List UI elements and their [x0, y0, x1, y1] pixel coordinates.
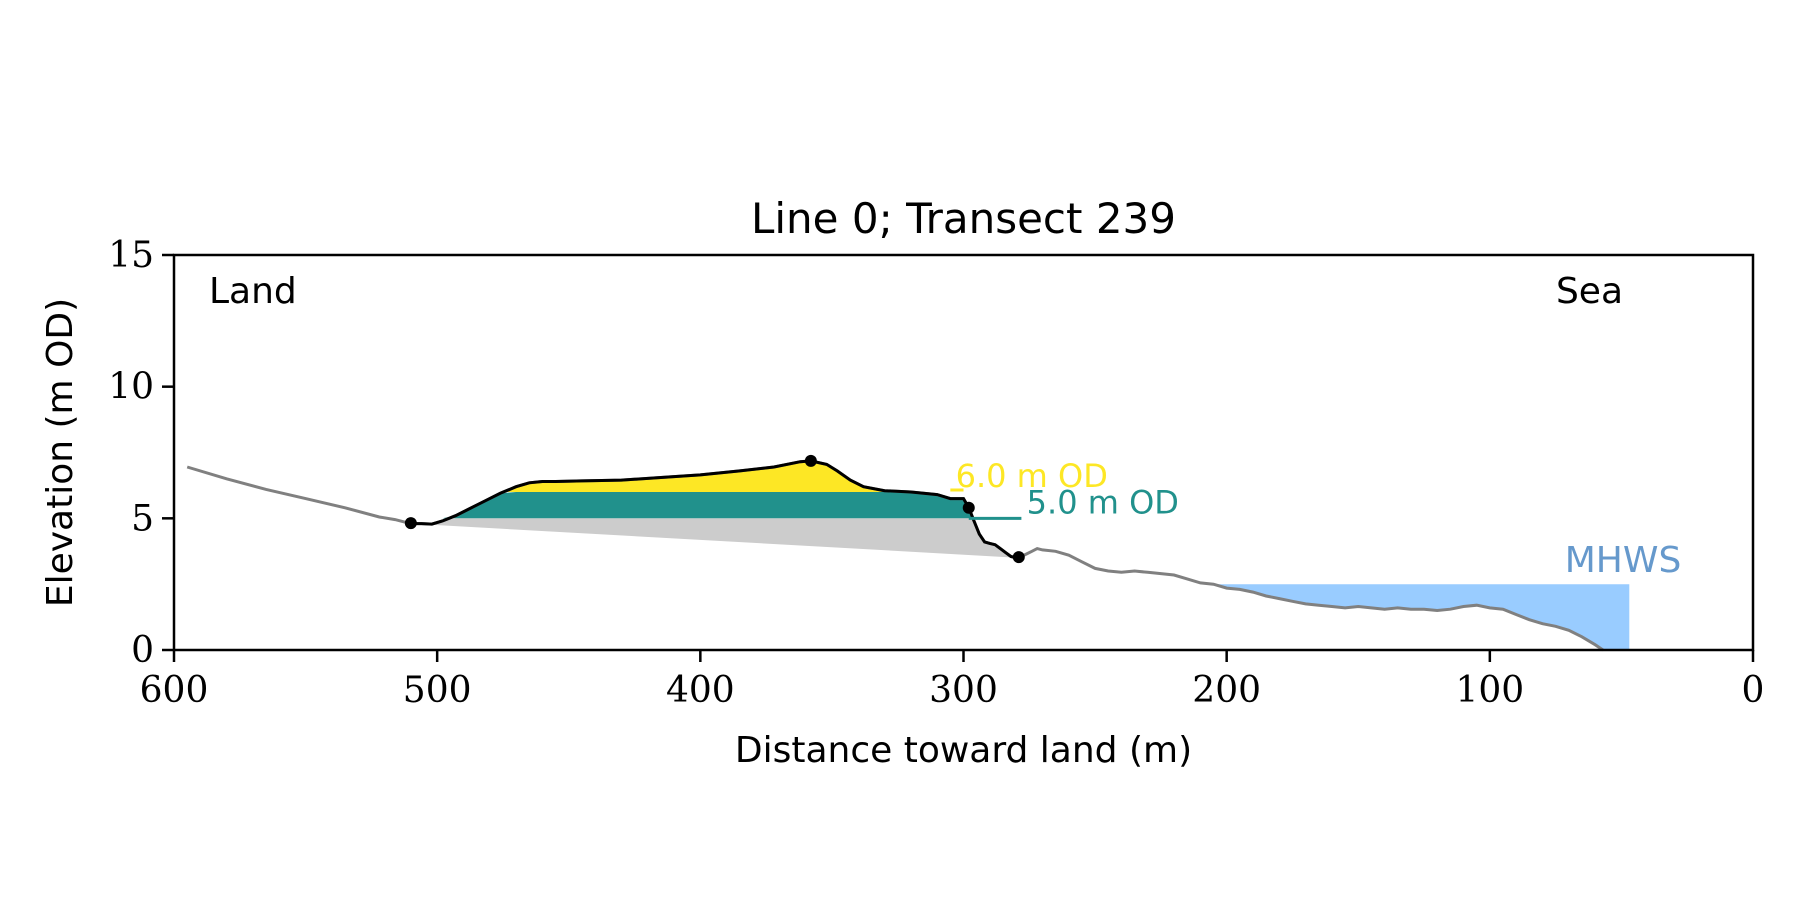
- band-above-6m: [410, 460, 1019, 492]
- dune-end-point: [1012, 551, 1025, 564]
- x-tick-label: 100: [1455, 670, 1524, 711]
- y-tick-label: 5: [131, 498, 154, 539]
- x-tick-label: 400: [666, 670, 735, 711]
- x-tick-label: 0: [1742, 670, 1765, 711]
- y-tick-label: 15: [108, 235, 154, 276]
- level-label-6m: 6.0 m OD: [956, 457, 1108, 495]
- mhws-water-fill: [1213, 584, 1630, 650]
- dune-start-point: [404, 517, 417, 530]
- mhws-label: MHWS: [1565, 540, 1682, 581]
- y-axis-label: Elevation (m OD): [40, 298, 81, 607]
- x-tick-label: 600: [140, 670, 209, 711]
- x-axis-label: Distance toward land (m): [735, 730, 1192, 771]
- band-5-to-6m: [410, 492, 1019, 519]
- x-tick-label: 500: [403, 670, 472, 711]
- dune-toe-point: [962, 501, 975, 514]
- x-tick-label: 300: [929, 670, 998, 711]
- axis-ticks: 600 500 400 300 200 100 0 0 5 10 15: [108, 235, 1764, 711]
- sea-label: Sea: [1556, 271, 1623, 312]
- y-tick-label: 10: [108, 367, 154, 408]
- land-label: Land: [209, 271, 297, 312]
- plot-area: MHWS 6.0 m OD5.0 m OD: [186, 454, 1682, 652]
- dune-profile-line: [410, 459, 1020, 560]
- x-tick-label: 200: [1192, 670, 1261, 711]
- y-tick-label: 0: [131, 630, 154, 671]
- chart-title: Line 0; Transect 239: [751, 194, 1176, 243]
- level-label-5m: 5.0 m OD: [1027, 483, 1179, 521]
- dune-base-fill: [410, 518, 1019, 558]
- dune-crest-point: [804, 454, 817, 467]
